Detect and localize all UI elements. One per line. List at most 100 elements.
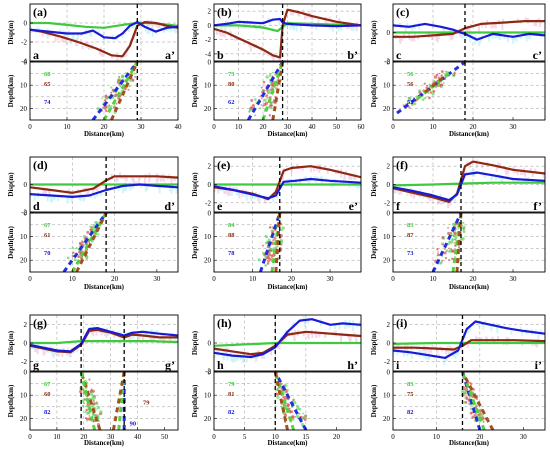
depth-axis-title: Depth(km)	[7, 74, 15, 107]
band-mark	[46, 196, 49, 202]
band-mark	[130, 24, 133, 29]
band-mark	[93, 324, 96, 329]
earthquake-point	[84, 248, 88, 252]
earthquake-point	[462, 221, 465, 225]
earthquake-point	[432, 89, 436, 93]
band-mark	[481, 23, 484, 28]
band-mark	[249, 193, 252, 198]
earthquake-point	[444, 256, 447, 260]
disp-frame	[213, 3, 362, 62]
distance-tick-label: 30	[138, 123, 146, 131]
band-mark	[107, 332, 110, 336]
earthquake-point	[97, 233, 100, 236]
earthquake-point	[447, 227, 449, 229]
earthquake-point	[71, 246, 74, 250]
earthquake-point	[290, 410, 294, 414]
panel-letter: (d)	[33, 158, 48, 172]
band-mark	[348, 336, 351, 342]
earthquake-point	[432, 79, 436, 83]
earthquake-point	[440, 74, 443, 77]
earthquake-point	[120, 75, 124, 78]
panel-letter: (i)	[396, 316, 407, 330]
panel-letter: (f)	[396, 158, 408, 172]
earthquake-point	[418, 90, 422, 94]
earthquake-point	[475, 397, 478, 401]
band-mark	[522, 171, 525, 175]
band-mark	[170, 188, 173, 194]
earthquake-point	[259, 107, 262, 110]
distance-tick-label: 10	[433, 433, 441, 441]
earthquake-point	[118, 75, 121, 78]
earthquake-point	[99, 410, 103, 414]
band-mark	[148, 177, 151, 183]
earthquake-point	[440, 70, 444, 73]
band-mark	[311, 333, 314, 339]
earthquake-point	[103, 99, 107, 102]
distance-tick-label: 5	[243, 433, 247, 441]
earthquake-point	[452, 234, 456, 238]
band-mark	[413, 37, 416, 42]
band-mark	[479, 38, 482, 43]
band-mark	[98, 50, 101, 55]
band-mark	[242, 358, 245, 364]
band-mark	[338, 18, 341, 22]
earthquake-point	[438, 72, 441, 75]
band-mark	[159, 177, 162, 182]
profile-end-label: h’	[347, 358, 358, 372]
earthquake-point	[441, 259, 444, 262]
band-mark	[494, 23, 497, 29]
earthquake-point	[273, 98, 275, 101]
band-mark	[484, 24, 487, 29]
band-mark	[90, 32, 93, 38]
band-mark	[410, 191, 413, 197]
earthquake-point	[274, 102, 277, 105]
fault-plane-green	[261, 62, 285, 120]
band-mark	[82, 197, 85, 202]
displacement-plot	[393, 4, 545, 61]
band-mark	[169, 26, 172, 33]
band-mark	[466, 161, 469, 165]
earthquake-point	[463, 225, 466, 229]
earthquake-point	[128, 84, 131, 88]
earthquake-point	[118, 83, 121, 86]
distance-tick-label: 10	[249, 275, 257, 283]
band-mark	[130, 176, 133, 181]
band-mark	[92, 188, 95, 194]
band-mark	[124, 186, 127, 192]
earthquake-point	[269, 75, 272, 77]
band-mark	[355, 336, 358, 343]
earthquake-point	[77, 250, 81, 254]
disp-axis-title: Disp(m)	[7, 330, 15, 355]
earthquake-point	[423, 82, 426, 85]
dip-angle-green: 67	[44, 222, 51, 229]
band-mark	[460, 345, 463, 351]
band-mark	[292, 10, 295, 16]
band-mark	[253, 196, 256, 200]
earthquake-point	[270, 229, 274, 233]
series-green	[393, 181, 545, 187]
dip-angle-blue: 82	[44, 409, 51, 416]
band-mark	[244, 192, 247, 198]
earthquake-point	[73, 258, 77, 262]
band-mark	[144, 185, 147, 192]
depth-plot	[393, 372, 545, 430]
disp-axis-title: Disp(m)	[370, 330, 378, 355]
band-mark	[486, 19, 489, 25]
profile-end-label: b’	[347, 48, 358, 62]
band-mark	[57, 35, 60, 41]
earthquake-point	[268, 104, 273, 108]
band-mark	[115, 177, 118, 181]
band-mark	[100, 331, 103, 336]
band-mark	[174, 27, 177, 34]
earthquake-point	[292, 399, 295, 402]
fault-plane-green	[102, 62, 139, 120]
distance-tick-label: 10	[69, 275, 77, 283]
band-mark	[465, 28, 468, 33]
band-mark	[41, 33, 44, 37]
band-mark	[340, 336, 343, 342]
earthquake-point	[109, 105, 111, 108]
earthquake-point	[470, 383, 473, 386]
